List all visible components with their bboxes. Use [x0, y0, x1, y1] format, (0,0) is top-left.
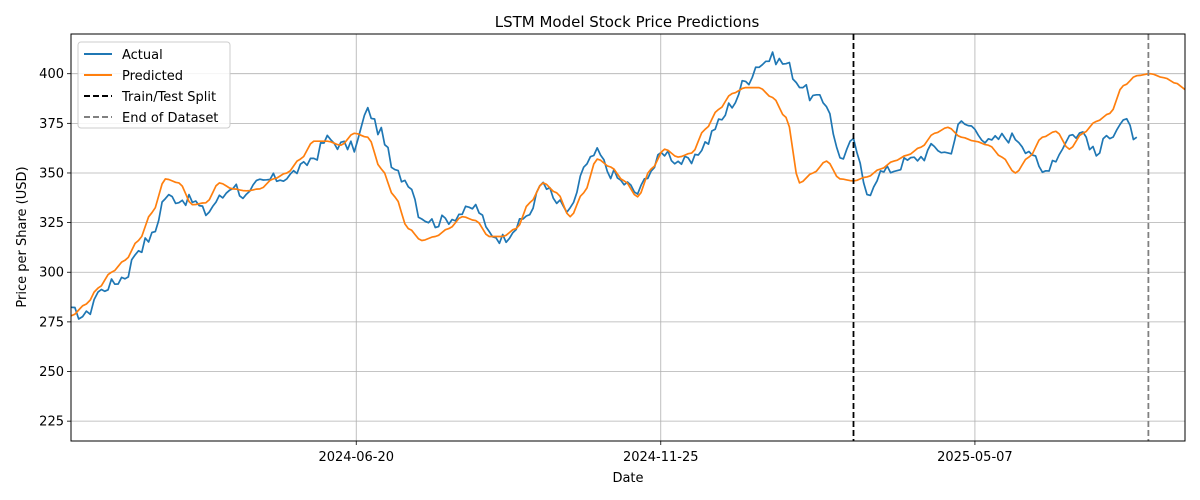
- y-tick-label: 400: [39, 67, 64, 82]
- reference-lines: [852, 34, 1150, 441]
- plot-frame: [70, 33, 1186, 442]
- y-tick-label: 375: [39, 117, 64, 132]
- x-axis-ticks: 2024-06-20 2024-11-25 2025-05-07: [318, 441, 1013, 465]
- y-tick-label: 350: [39, 166, 64, 181]
- legend-label-split: Train/Test Split: [121, 90, 216, 105]
- x-tick-label: 2024-06-20: [318, 450, 394, 465]
- y-axis-title: Price per Share (USD): [15, 166, 30, 307]
- y-tick-label: 225: [39, 415, 64, 430]
- y-tick-label: 250: [39, 365, 64, 380]
- y-axis-ticks: 225 250 275 300 325 350 375 400: [39, 67, 71, 430]
- y-tick-label: 275: [39, 315, 64, 330]
- grid-lines: [71, 34, 1185, 441]
- series-lines: [70, 51, 1186, 320]
- y-tick-label: 325: [39, 216, 64, 231]
- series-line-predicted: [70, 72, 1186, 317]
- y-tick-label: 300: [39, 266, 64, 281]
- legend: Actual Predicted Train/Test Split End of…: [77, 41, 231, 129]
- chart-title: LSTM Model Stock Price Predictions: [495, 13, 760, 31]
- legend-label-predicted: Predicted: [122, 69, 183, 84]
- x-tick-label: 2024-11-25: [623, 450, 699, 465]
- legend-box: [77, 41, 231, 129]
- legend-label-actual: Actual: [122, 48, 163, 63]
- x-axis-title: Date: [612, 471, 643, 486]
- series-line-actual: [70, 51, 1138, 320]
- x-tick-label: 2025-05-07: [937, 450, 1013, 465]
- legend-label-end: End of Dataset: [122, 111, 218, 126]
